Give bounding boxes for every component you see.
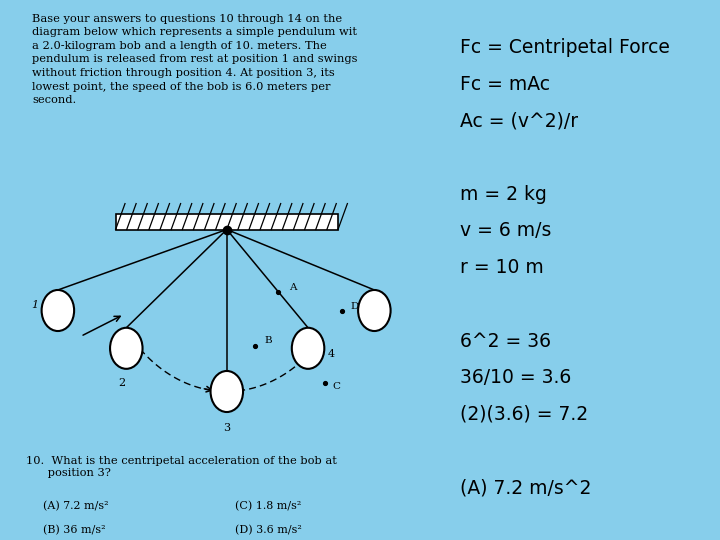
Text: (D) 3.6 m/s²: (D) 3.6 m/s²	[235, 525, 302, 536]
Circle shape	[210, 371, 243, 412]
Text: r = 10 m: r = 10 m	[460, 258, 544, 277]
Text: 4: 4	[328, 349, 335, 359]
Text: (A) 7.2 m/s^2: (A) 7.2 m/s^2	[460, 478, 592, 497]
Text: C: C	[333, 382, 341, 390]
Text: v = 6 m/s: v = 6 m/s	[460, 221, 552, 240]
Text: m = 2 kg: m = 2 kg	[460, 185, 547, 204]
Text: Base your answers to questions 10 through 14 on the
diagram below which represen: Base your answers to questions 10 throug…	[32, 14, 358, 105]
Text: 10.  What is the centripetal acceleration of the bob at
      position 3?: 10. What is the centripetal acceleration…	[26, 456, 337, 478]
Text: (A) 7.2 m/s²: (A) 7.2 m/s²	[43, 501, 109, 511]
Text: 3: 3	[223, 423, 230, 433]
Circle shape	[42, 290, 74, 331]
Text: A: A	[289, 283, 297, 292]
Text: Ac = (v^2)/r: Ac = (v^2)/r	[460, 111, 578, 130]
Text: (B) 36 m/s²: (B) 36 m/s²	[43, 525, 106, 536]
Text: (C) 1.8 m/s²: (C) 1.8 m/s²	[235, 501, 302, 511]
Text: (2)(3.6) = 7.2: (2)(3.6) = 7.2	[460, 405, 588, 424]
Text: 6^2 = 36: 6^2 = 36	[460, 332, 552, 350]
Text: B: B	[264, 336, 271, 345]
Bar	[116, 214, 338, 230]
Text: 1: 1	[31, 300, 38, 310]
Text: Fc = Centripetal Force: Fc = Centripetal Force	[460, 38, 670, 57]
Text: 36/10 = 3.6: 36/10 = 3.6	[460, 368, 572, 387]
Circle shape	[292, 328, 324, 369]
Text: D: D	[350, 302, 359, 310]
Text: 2: 2	[119, 379, 125, 388]
Circle shape	[358, 290, 391, 331]
Circle shape	[110, 328, 143, 369]
Text: Fc = mAc: Fc = mAc	[460, 75, 550, 93]
